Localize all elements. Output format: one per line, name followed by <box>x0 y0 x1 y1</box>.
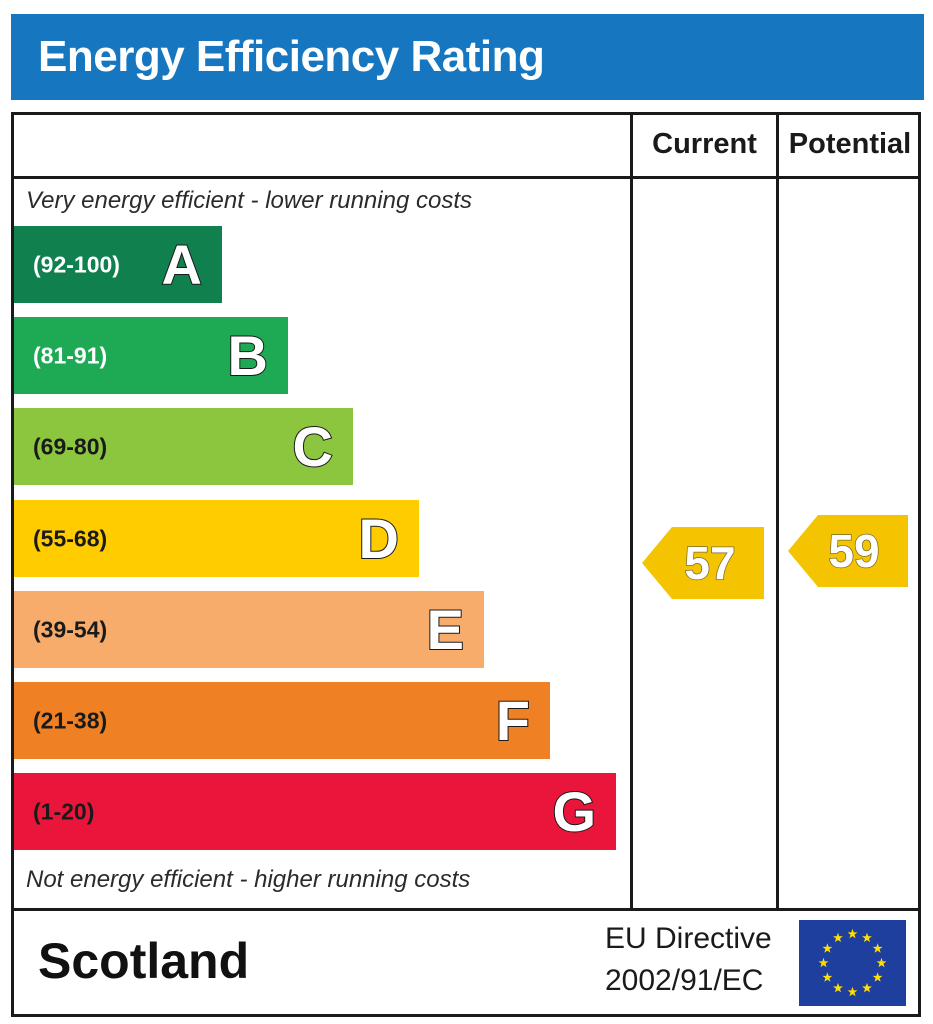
band-a: (92-100) A <box>14 226 222 303</box>
bottom-note: Not energy efficient - higher running co… <box>26 866 471 893</box>
eu-star <box>872 943 883 953</box>
eu-star <box>847 928 858 939</box>
band-range-label: (1-20) <box>33 798 95 824</box>
eu-star <box>862 982 872 993</box>
band-letter: B <box>227 323 269 387</box>
rating-frame <box>11 112 921 1017</box>
band-range-label: (92-100) <box>33 251 120 277</box>
band-f: (21-38) F <box>14 682 550 759</box>
region-label: Scotland <box>38 933 250 989</box>
current-column-divider <box>630 112 633 911</box>
eu-star <box>822 943 833 953</box>
band-d: (55-68) D <box>14 500 419 577</box>
band-range-label: (69-80) <box>33 433 108 459</box>
current-rating-arrow: 57 <box>642 527 764 599</box>
top-note: Very energy efficient - lower running co… <box>26 187 472 214</box>
band-g: (1-20) G <box>14 773 616 850</box>
current-arrow-shape <box>642 527 764 599</box>
band-range-label: (21-38) <box>33 707 108 733</box>
current-column-header: Current <box>652 128 757 160</box>
potential-column-header: Potential <box>788 128 912 160</box>
band-c: (69-80) C <box>14 408 353 485</box>
potential-rating-arrow: 59 <box>788 515 908 587</box>
directive-line-1: EU Directive <box>605 922 772 955</box>
eu-star <box>822 972 833 982</box>
potential-rating-value: 59 <box>828 525 879 577</box>
band-letter: D <box>358 506 400 570</box>
title-bar: Energy Efficiency Rating <box>11 14 924 100</box>
chart-title: Energy Efficiency Rating <box>38 32 545 81</box>
band-letter: E <box>426 597 465 661</box>
eu-star <box>818 957 829 968</box>
current-rating-value: 57 <box>684 537 735 589</box>
directive-line-2: 2002/91/EC <box>605 964 764 997</box>
footer-divider <box>11 908 921 911</box>
potential-column-divider <box>776 112 779 911</box>
eu-star <box>872 972 883 982</box>
band-b: (81-91) B <box>14 317 288 394</box>
band-letter: F <box>495 688 531 752</box>
band-letter: G <box>551 779 597 843</box>
eu-star <box>847 986 858 997</box>
band-letter: A <box>161 232 203 296</box>
band-range-label: (81-91) <box>33 342 108 368</box>
potential-arrow-shape <box>788 515 908 587</box>
eu-star <box>862 932 872 943</box>
band-letter: C <box>292 414 334 478</box>
header-divider <box>11 176 921 179</box>
eu-star <box>833 982 843 993</box>
eu-star <box>876 957 887 968</box>
eu-star <box>833 932 843 943</box>
band-range-label: (55-68) <box>33 525 108 551</box>
band-e: (39-54) E <box>14 591 484 668</box>
eu-flag-icon <box>799 920 906 1006</box>
band-range-label: (39-54) <box>33 616 108 642</box>
